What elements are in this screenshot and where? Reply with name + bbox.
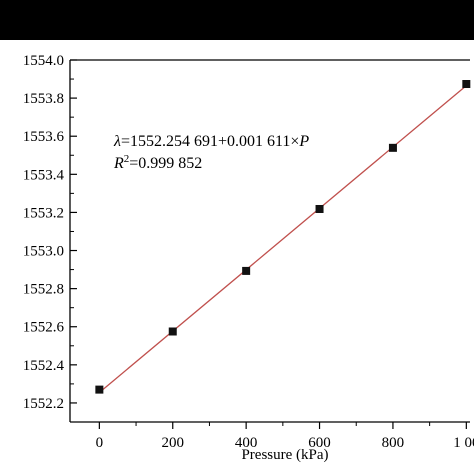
x-tick-label: 600 [308,435,331,451]
equation-body: =1552.254 691+0.001 611× [121,133,299,150]
y-tick-label: 1552.6 [23,320,65,336]
r-squared-label: R2=0.999 852 [113,153,202,172]
fit-line-group [98,85,467,394]
x-tick-label: 800 [382,435,405,451]
data-point-marker [388,143,397,152]
x-tick-label: 400 [235,435,258,451]
y-tick-label: 1554.0 [23,53,64,69]
y-axis-ticks: 1552.2 1552.4 1552.6 1552.8 1553.0 1553.2 1553… [23,53,77,423]
data-point-marker [95,385,104,394]
x-axis-ticks: 0 200 400 600 800 1 00 [96,422,474,451]
y-tick-label: 1552.8 [23,282,64,298]
y-tick-label: 1553.4 [23,167,65,183]
r-squared-r: R [113,155,124,172]
equation-lambda: λ [113,133,121,150]
x-tick-label: 1 00 [453,435,474,451]
top-black-band [0,0,474,40]
data-point-marker [168,327,177,336]
x-tick-label: 0 [96,435,104,451]
y-tick-label: 1553.2 [23,205,64,221]
x-axis-title: Pressure (kPa) [241,447,328,463]
y-tick-label: 1553.6 [23,129,65,145]
fit-equation: λ=1552.254 691+0.001 611×P [113,133,309,150]
data-points [95,80,471,394]
data-point-marker [242,266,251,275]
r-squared-value: =0.999 852 [129,155,202,172]
y-tick-label: 1553.0 [23,244,64,260]
plot-axes [69,59,470,423]
x-tick-label: 200 [162,435,185,451]
y-tick-label: 1553.8 [23,91,64,107]
fit-line [98,85,467,394]
data-point-marker [462,80,471,89]
equation-variable-p: P [298,133,309,150]
data-point-marker [315,204,324,213]
r-squared-superscript: 2 [124,153,130,165]
y-tick-label: 1552.2 [23,396,64,412]
y-tick-label: 1552.4 [23,358,65,374]
